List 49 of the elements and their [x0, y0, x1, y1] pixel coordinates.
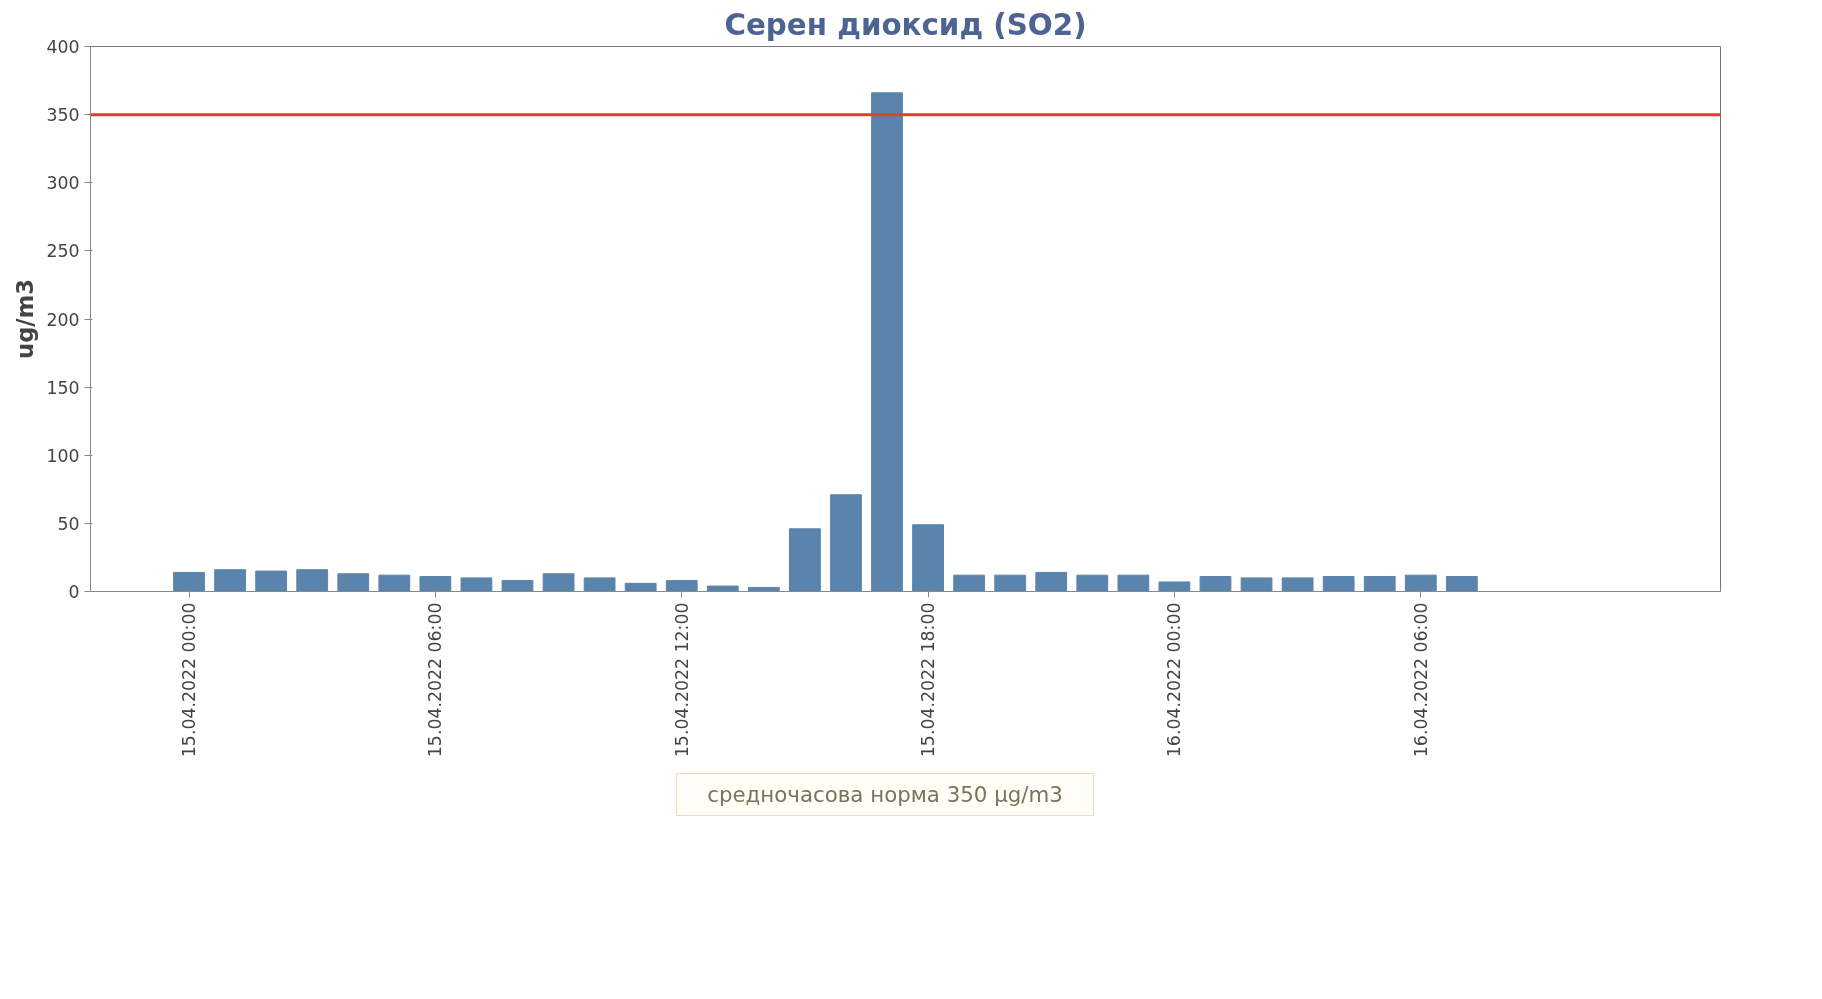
y-tick-label: 50 — [57, 513, 80, 534]
text: средночасова норма 350 µg/m3 — [676, 773, 1094, 816]
y-tick-label: 0 — [68, 582, 80, 602]
bar — [1281, 577, 1314, 592]
bar — [994, 574, 1027, 592]
x-tick-label: 16.04.2022 00:00 — [1164, 602, 1185, 758]
x-tick-label: 16.04.2022 06:00 — [1410, 602, 1431, 758]
bar — [665, 580, 698, 592]
bar — [624, 582, 657, 592]
bar — [542, 573, 575, 592]
bar — [1404, 574, 1437, 592]
chart-title: Серен диоксид (SO2) — [724, 7, 1087, 42]
y-tick-label: 200 — [46, 309, 80, 330]
bar — [789, 528, 821, 592]
x-tick-label: 15.04.2022 00:00 — [179, 602, 200, 758]
bar — [1117, 574, 1150, 592]
bar — [1199, 576, 1232, 592]
bar — [255, 570, 288, 592]
x-tick-label: 15.04.2022 06:00 — [425, 602, 446, 758]
bar — [1035, 571, 1068, 592]
bar — [419, 576, 452, 592]
bar — [953, 574, 986, 592]
bar — [296, 569, 329, 592]
bar — [173, 571, 205, 592]
bar — [706, 585, 739, 592]
y-tick-label: 300 — [46, 173, 80, 194]
y-tick-label: 400 — [46, 37, 80, 57]
bar — [378, 574, 411, 592]
y-tick-label: 250 — [46, 241, 80, 262]
bar — [214, 569, 246, 592]
y-tick-label: 350 — [46, 105, 80, 126]
bar — [501, 580, 534, 592]
bar — [830, 494, 862, 592]
bar — [1076, 574, 1109, 592]
bar — [460, 577, 493, 592]
y-tick-label: 100 — [46, 445, 80, 466]
bar — [871, 92, 903, 592]
bar — [583, 577, 616, 592]
bar — [912, 524, 944, 592]
bar — [1158, 581, 1191, 592]
bar — [1363, 576, 1396, 592]
bar — [1240, 577, 1273, 592]
bar — [1322, 576, 1355, 592]
y-tick-label: 150 — [46, 377, 80, 398]
x-tick-label: 15.04.2022 18:00 — [918, 602, 939, 758]
y-axis-title: ug/m3 — [12, 279, 39, 359]
bar — [1445, 576, 1478, 592]
x-tick-label: 15.04.2022 12:00 — [671, 602, 692, 758]
bar — [337, 573, 370, 592]
